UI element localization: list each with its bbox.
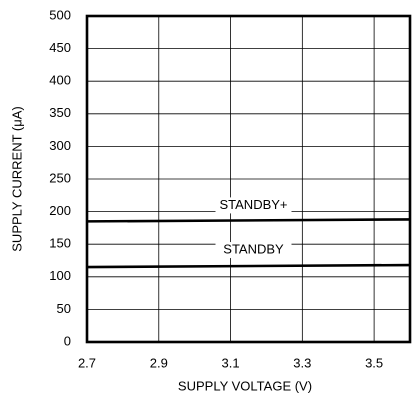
y-tick-label: 250 [49, 170, 71, 185]
series-line [86, 218, 411, 223]
y-axis-label: SUPPLY CURRENT (μA) [9, 106, 24, 251]
label-background [215, 242, 292, 259]
y-tick-label: 150 [49, 236, 71, 251]
x-tick-label: 3.1 [222, 355, 240, 370]
label-background [215, 197, 292, 214]
x-tick-label: 2.9 [150, 355, 168, 370]
series-label: STANDBY+ [219, 197, 287, 212]
y-tick-label: 0 [64, 333, 71, 348]
series-label: STANDBY [223, 241, 284, 256]
y-tick-label: 50 [57, 301, 71, 316]
y-tick-label: 450 [49, 40, 71, 55]
series-line [86, 263, 411, 269]
y-tick-label: 300 [49, 138, 71, 153]
x-axis-label: SUPPLY VOLTAGE (V) [178, 378, 312, 393]
y-tick-label: 100 [49, 268, 71, 283]
y-tick-label: 200 [49, 203, 71, 218]
y-tick-label: 350 [49, 105, 71, 120]
plot-frame [85, 14, 412, 344]
x-tick-label: 3.5 [365, 355, 383, 370]
x-tick-label: 3.3 [293, 355, 311, 370]
y-tick-label: 400 [49, 73, 71, 88]
x-tick-label: 2.7 [78, 355, 96, 370]
y-tick-label: 500 [49, 7, 71, 22]
